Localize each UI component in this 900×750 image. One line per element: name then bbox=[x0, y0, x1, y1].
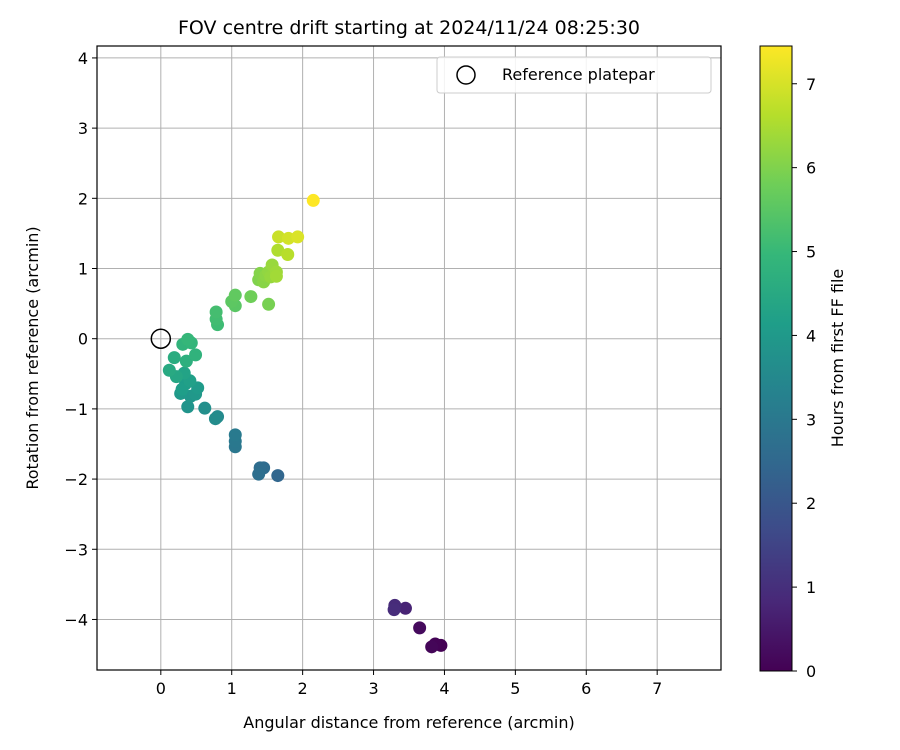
plot-area: 0 1 2 3 4 5 6 7 −4 −3 −2 −1 0 1 2 3 4 bbox=[64, 45, 722, 698]
y-tick-label: −3 bbox=[64, 540, 88, 559]
colorbar-tick-label: 5 bbox=[806, 243, 816, 262]
x-tick-label: 4 bbox=[439, 679, 449, 698]
scatter-point bbox=[272, 230, 286, 244]
colorbar-tick-label: 0 bbox=[806, 662, 816, 681]
scatter-point bbox=[244, 290, 258, 304]
y-tick-label: 2 bbox=[78, 189, 88, 208]
colorbar-label: Hours from first FF file bbox=[828, 269, 847, 448]
chart-title: FOV centre drift starting at 2024/11/24 … bbox=[178, 17, 640, 39]
scatter-point bbox=[269, 269, 283, 283]
reference-marker-layer bbox=[150, 328, 172, 349]
colorbar-tick-label: 1 bbox=[806, 578, 816, 597]
scatter-point bbox=[162, 363, 176, 377]
scatter-point bbox=[413, 621, 427, 635]
legend-label: Reference platepar bbox=[502, 65, 655, 84]
x-tick-label: 5 bbox=[510, 679, 520, 698]
scatter-point bbox=[175, 382, 189, 396]
scatter-point bbox=[189, 348, 203, 362]
scatter-point bbox=[271, 469, 285, 483]
colorbar-tick-label: 7 bbox=[806, 75, 816, 94]
y-tick-label: −1 bbox=[64, 400, 88, 419]
scatter-point bbox=[281, 247, 295, 261]
y-tick-label: 4 bbox=[78, 49, 88, 68]
scatter-point bbox=[209, 305, 223, 319]
x-tick-label: 6 bbox=[581, 679, 591, 698]
plot-frame bbox=[96, 45, 722, 671]
x-tick-label: 2 bbox=[298, 679, 308, 698]
scatter-point bbox=[398, 601, 412, 615]
scatter-point bbox=[181, 332, 195, 346]
scatter-point bbox=[198, 401, 212, 415]
scatter-point bbox=[179, 354, 193, 368]
x-tick-label: 7 bbox=[652, 679, 662, 698]
scatter-point bbox=[306, 193, 320, 207]
y-tick-label: −2 bbox=[64, 470, 88, 489]
colorbar-ticks: 0 1 2 3 4 5 6 7 bbox=[792, 75, 816, 681]
x-axis-label: Angular distance from reference (arcmin) bbox=[243, 713, 574, 732]
colorbar-gradient bbox=[759, 45, 793, 672]
scatter-point bbox=[167, 351, 181, 365]
y-tick-label: 1 bbox=[78, 260, 88, 279]
scatter-points bbox=[162, 193, 448, 654]
x-tick-label: 3 bbox=[368, 679, 378, 698]
x-axis-ticks: 0 1 2 3 4 5 6 7 bbox=[156, 670, 662, 698]
scatter-point bbox=[228, 428, 242, 442]
x-tick-label: 1 bbox=[227, 679, 237, 698]
colorbar-tick-label: 4 bbox=[806, 326, 816, 345]
colorbar-tick-label: 2 bbox=[806, 494, 816, 513]
y-axis-label: Rotation from reference (arcmin) bbox=[23, 226, 42, 489]
y-tick-label: 3 bbox=[78, 119, 88, 138]
colorbar-tick-label: 3 bbox=[806, 410, 816, 429]
scatter-point bbox=[228, 288, 242, 302]
y-tick-label: 0 bbox=[78, 330, 88, 349]
scatter-point bbox=[271, 243, 285, 257]
scatter-point bbox=[208, 412, 222, 426]
y-tick-label: −4 bbox=[64, 610, 88, 629]
colorbar-tick-label: 6 bbox=[806, 159, 816, 178]
reference-marker bbox=[150, 328, 172, 349]
scatter-point bbox=[181, 400, 195, 414]
scatter-point bbox=[291, 230, 305, 244]
x-tick-label: 0 bbox=[156, 679, 166, 698]
y-axis-ticks: −4 −3 −2 −1 0 1 2 3 4 bbox=[64, 49, 97, 629]
scatter-point bbox=[262, 297, 276, 311]
scatter-point bbox=[425, 640, 439, 654]
legend-marker bbox=[456, 65, 476, 85]
scatter-point bbox=[387, 603, 401, 617]
legend: Reference platepar bbox=[436, 56, 712, 94]
legend-box bbox=[436, 56, 712, 94]
scatter-point bbox=[252, 467, 266, 481]
colorbar: 0 1 2 3 4 5 6 7 Hours from first FF file bbox=[759, 45, 847, 681]
